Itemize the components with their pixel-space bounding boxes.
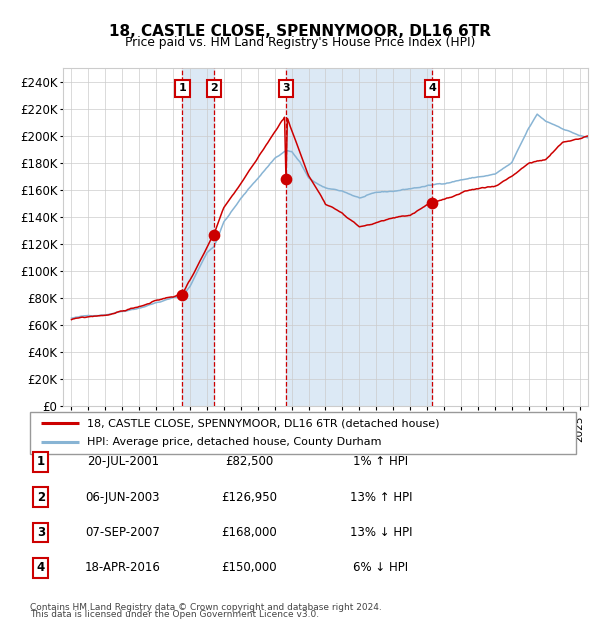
Text: 6% ↓ HPI: 6% ↓ HPI xyxy=(353,562,409,574)
Text: 1% ↑ HPI: 1% ↑ HPI xyxy=(353,456,409,468)
Text: 3: 3 xyxy=(283,84,290,94)
Text: £168,000: £168,000 xyxy=(221,526,277,539)
Text: 1: 1 xyxy=(37,456,45,468)
Point xyxy=(178,290,187,299)
Text: 07-SEP-2007: 07-SEP-2007 xyxy=(86,526,160,539)
Text: 13% ↑ HPI: 13% ↑ HPI xyxy=(350,491,412,503)
Text: Contains HM Land Registry data © Crown copyright and database right 2024.: Contains HM Land Registry data © Crown c… xyxy=(30,603,382,612)
Point xyxy=(281,174,291,184)
Text: This data is licensed under the Open Government Licence v3.0.: This data is licensed under the Open Gov… xyxy=(30,610,319,619)
Text: 4: 4 xyxy=(37,562,45,574)
Bar xyxy=(286,68,432,406)
Bar xyxy=(182,68,214,406)
Text: 06-JUN-2003: 06-JUN-2003 xyxy=(86,491,160,503)
Text: 4: 4 xyxy=(428,84,436,94)
Text: 3: 3 xyxy=(37,526,45,539)
Text: 2: 2 xyxy=(211,84,218,94)
Text: 2: 2 xyxy=(37,491,45,503)
Text: 13% ↓ HPI: 13% ↓ HPI xyxy=(350,526,412,539)
Text: Price paid vs. HM Land Registry's House Price Index (HPI): Price paid vs. HM Land Registry's House … xyxy=(125,36,475,49)
Point xyxy=(427,198,437,208)
Text: £150,000: £150,000 xyxy=(221,562,277,574)
Text: 18-APR-2016: 18-APR-2016 xyxy=(85,562,161,574)
Text: 18, CASTLE CLOSE, SPENNYMOOR, DL16 6TR (detached house): 18, CASTLE CLOSE, SPENNYMOOR, DL16 6TR (… xyxy=(88,418,440,428)
Text: 1: 1 xyxy=(179,84,186,94)
Text: £82,500: £82,500 xyxy=(225,456,273,468)
FancyBboxPatch shape xyxy=(30,412,576,454)
Point xyxy=(209,229,219,239)
Text: HPI: Average price, detached house, County Durham: HPI: Average price, detached house, Coun… xyxy=(88,438,382,448)
Text: 20-JUL-2001: 20-JUL-2001 xyxy=(87,456,159,468)
Text: £126,950: £126,950 xyxy=(221,491,277,503)
Text: 18, CASTLE CLOSE, SPENNYMOOR, DL16 6TR: 18, CASTLE CLOSE, SPENNYMOOR, DL16 6TR xyxy=(109,24,491,38)
